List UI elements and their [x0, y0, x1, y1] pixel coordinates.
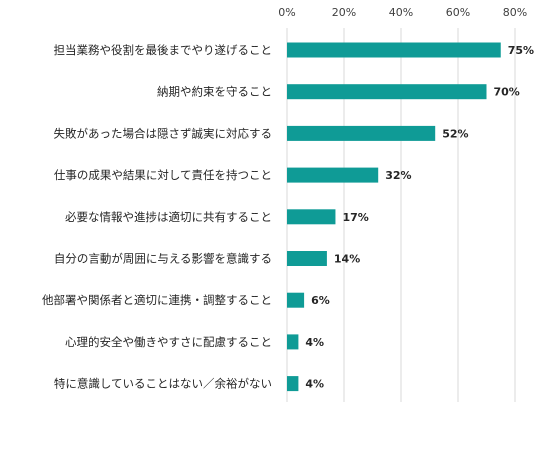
category-label: 仕事の成果や結果に対して責任を持つこと	[54, 168, 272, 182]
bar	[287, 167, 379, 183]
data-label: 32%	[385, 169, 411, 182]
data-label: 4%	[305, 336, 324, 349]
x-tick-label: 40%	[389, 6, 413, 19]
x-tick-label: 20%	[332, 6, 356, 19]
category-label: 失敗があった場合は隠さず誠実に対応する	[54, 126, 273, 140]
data-label: 6%	[311, 294, 330, 307]
data-label: 75%	[508, 44, 534, 57]
data-label: 14%	[334, 253, 360, 266]
bar	[287, 292, 305, 308]
bar	[287, 376, 299, 392]
bar	[287, 209, 336, 225]
category-labels: 担当業務や役割を最後までやり遂げること納期や約束を守ること失敗があった場合は隠さ…	[42, 43, 272, 391]
category-label: 自分の言動が周囲に与える影響を意識する	[54, 252, 272, 266]
x-tick-label: 80%	[503, 6, 527, 19]
x-tick-label: 60%	[446, 6, 470, 19]
bar	[287, 334, 299, 350]
bars	[287, 42, 501, 392]
bar	[287, 251, 327, 266]
category-label: 担当業務や役割を最後までやり遂げること	[54, 43, 273, 57]
bar	[287, 125, 436, 141]
data-label: 52%	[442, 127, 468, 140]
x-axis-ticks: 0% 20% 40% 60% 80%	[278, 6, 527, 19]
category-label: 他部署や関係者と適切に連携・調整すること	[42, 293, 272, 307]
category-label: 必要な情報や進捗は適切に共有すること	[65, 210, 272, 224]
bar	[287, 42, 501, 58]
category-label: 特に意識していることはない／余裕がない	[54, 377, 272, 391]
data-label: 70%	[494, 86, 520, 99]
category-label: 納期や約束を守ること	[157, 85, 272, 99]
bar	[287, 84, 487, 100]
category-label: 心理的安全や働きやすさに配慮すること	[65, 335, 272, 349]
data-label: 17%	[342, 211, 368, 224]
data-labels: 75% 70% 52% 32% 17% 14% 6% 4% 4%	[305, 44, 534, 391]
data-label: 4%	[305, 378, 324, 391]
x-tick-label: 0%	[278, 6, 295, 19]
